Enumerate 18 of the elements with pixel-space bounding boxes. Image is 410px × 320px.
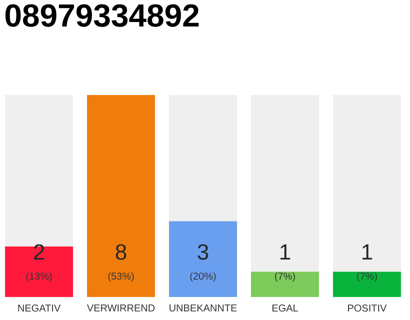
x-tick-label: POSITIV	[348, 304, 387, 312]
annotation: (53%)	[108, 272, 134, 282]
data-label: 3	[198, 244, 208, 260]
bar	[250, 272, 319, 297]
annotation: (7%)	[275, 272, 295, 282]
chart-title: 08979334892	[5, 4, 199, 27]
data-label: 1	[362, 244, 372, 260]
x-tick-label: EGAL	[272, 304, 298, 312]
x-tick-label: UNBEKANNTE	[170, 304, 237, 312]
x-tick-label: NEGATIV	[18, 304, 61, 312]
bar	[332, 272, 401, 297]
data-label: 1	[280, 244, 290, 260]
annotation: (20%)	[190, 272, 216, 282]
data-label: 2	[34, 244, 44, 260]
annotation: (13%)	[26, 272, 52, 282]
data-label: 8	[116, 244, 126, 260]
x-tick-label: VERWIRREND	[86, 304, 155, 312]
annotation: (7%)	[357, 272, 377, 282]
